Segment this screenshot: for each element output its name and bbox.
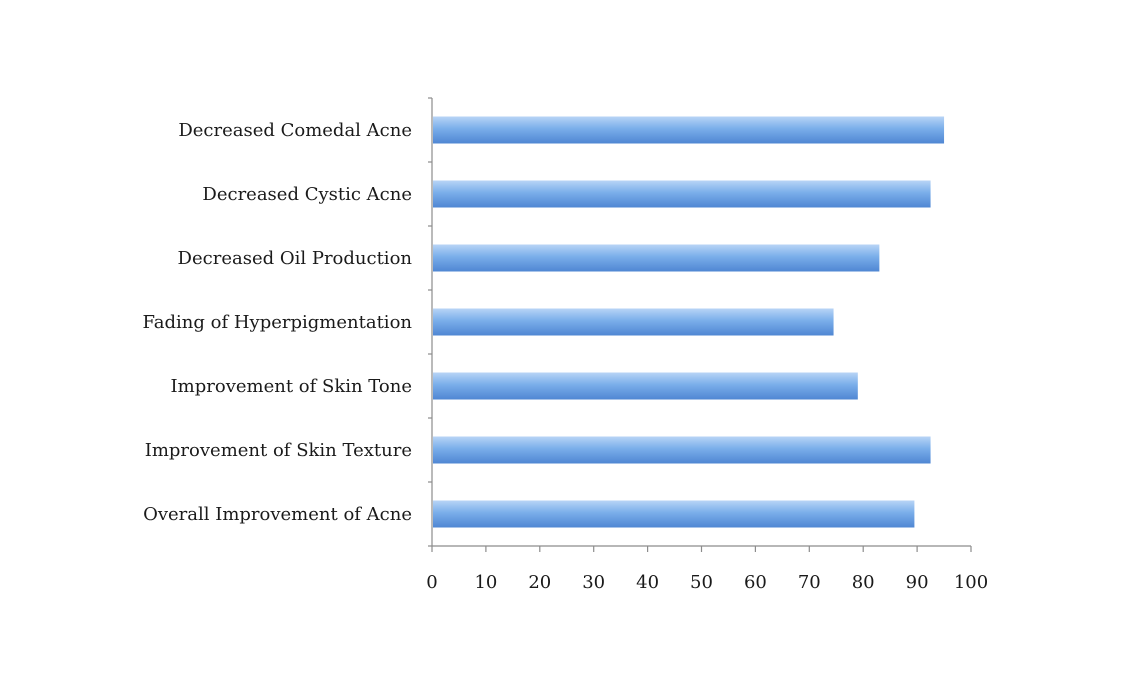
x-tick-label: 30 xyxy=(582,572,605,593)
category-label: Decreased Comedal Acne xyxy=(178,120,412,141)
y-axis-ticks xyxy=(428,97,432,547)
category-label: Decreased Oil Production xyxy=(178,248,413,269)
bar-5 xyxy=(433,372,858,400)
bars-group xyxy=(433,116,945,528)
x-tick-label: 70 xyxy=(798,572,821,593)
x-tick-label: 0 xyxy=(426,572,437,593)
bar-4 xyxy=(433,308,834,336)
category-label: Fading of Hyperpigmentation xyxy=(143,312,413,333)
category-label: Improvement of Skin Texture xyxy=(145,440,412,461)
bar-2 xyxy=(433,180,931,208)
category-label: Overall Improvement of Acne xyxy=(143,504,412,525)
x-tick-label: 10 xyxy=(474,572,497,593)
x-tick-label: 90 xyxy=(906,572,929,593)
x-axis-ticks: 0 10 20 30 40 50 60 70 80 90 100 xyxy=(426,546,988,593)
x-tick-label: 100 xyxy=(954,572,988,593)
x-tick-label: 40 xyxy=(636,572,659,593)
bar-6 xyxy=(433,436,931,464)
x-tick-label: 80 xyxy=(852,572,875,593)
x-tick-label: 50 xyxy=(690,572,713,593)
category-labels: Decreased Comedal Acne Decreased Cystic A… xyxy=(143,120,413,525)
bar-1 xyxy=(433,116,945,144)
category-label: Improvement of Skin Tone xyxy=(171,376,412,397)
bar-7 xyxy=(433,500,915,528)
category-label: Decreased Cystic Acne xyxy=(202,184,412,205)
bar-3 xyxy=(433,244,880,272)
x-tick-label: 60 xyxy=(744,572,767,593)
x-tick-label: 20 xyxy=(528,572,551,593)
